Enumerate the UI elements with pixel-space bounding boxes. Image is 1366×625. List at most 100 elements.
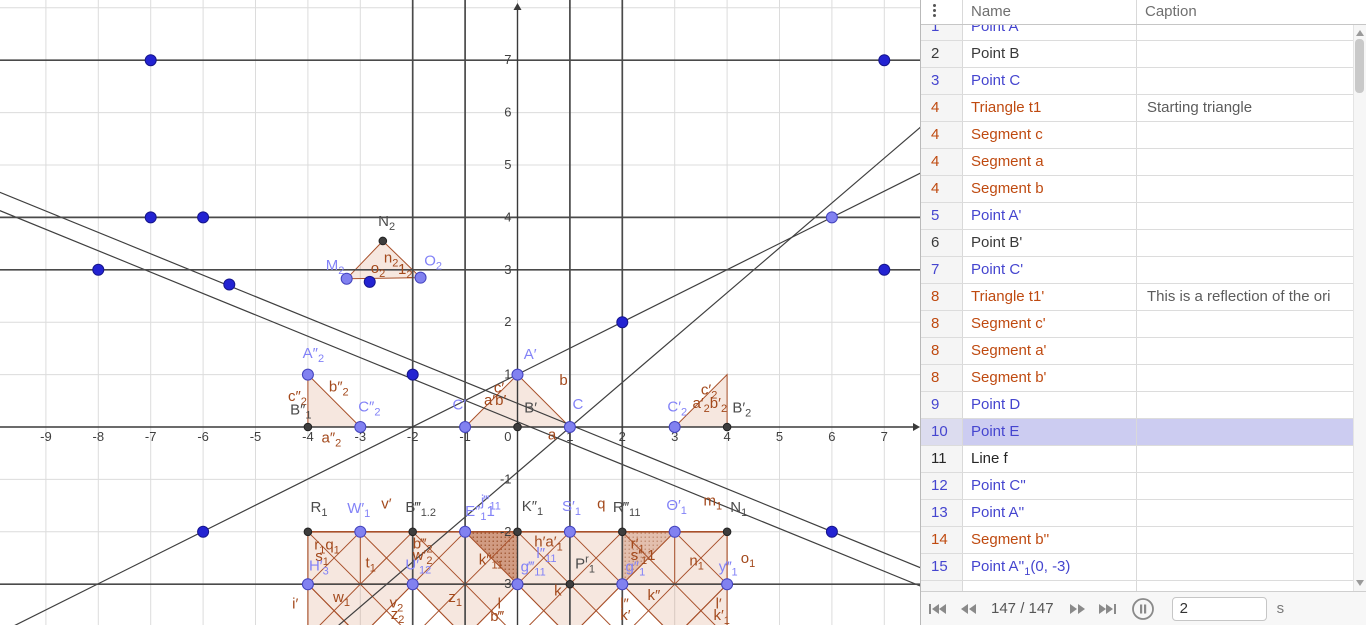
- object-name-cell[interactable]: Segment b': [963, 365, 1137, 391]
- object-caption-cell[interactable]: [1137, 230, 1366, 256]
- object-caption-cell[interactable]: [1137, 68, 1366, 94]
- row-index[interactable]: 4: [921, 149, 963, 175]
- strip-segment[interactable]: [359, 583, 402, 625]
- table-row[interactable]: 8 Segment a': [921, 338, 1366, 365]
- table-row[interactable]: 4 Segment b: [921, 176, 1366, 203]
- strip-segment[interactable]: [621, 531, 676, 585]
- object-caption-cell[interactable]: [1137, 527, 1366, 553]
- construction-line[interactable]: [338, 126, 922, 625]
- graph-point[interactable]: [92, 263, 105, 276]
- graph-point[interactable]: [513, 422, 522, 432]
- row-index[interactable]: 2: [921, 41, 963, 67]
- object-caption-cell[interactable]: [1137, 338, 1366, 364]
- strip-segment[interactable]: [371, 583, 414, 625]
- object-caption-cell[interactable]: [1137, 446, 1366, 472]
- pause-button[interactable]: [1131, 597, 1155, 620]
- graph-point[interactable]: [616, 578, 629, 591]
- scrollbar-up-arrow[interactable]: [1356, 30, 1364, 36]
- strip-segment[interactable]: [517, 583, 559, 625]
- scrollbar-thumb[interactable]: [1355, 39, 1364, 93]
- scrollbar-down-arrow[interactable]: [1356, 580, 1364, 586]
- skip-to-start-button[interactable]: [928, 601, 946, 617]
- table-row[interactable]: 7 Point C': [921, 257, 1366, 284]
- row-index[interactable]: 7: [921, 257, 963, 283]
- row-index[interactable]: 11: [921, 446, 963, 472]
- table-row[interactable]: 8 Segment c': [921, 311, 1366, 338]
- table-row[interactable]: 5 Point A': [921, 203, 1366, 230]
- strip-segment[interactable]: [464, 531, 518, 585]
- strip-segment[interactable]: [674, 531, 728, 585]
- strip-segment[interactable]: [674, 583, 716, 625]
- object-name-cell[interactable]: Point D: [963, 392, 1137, 418]
- row-index[interactable]: 10: [921, 419, 963, 445]
- graph-point[interactable]: [459, 421, 472, 433]
- graph-point[interactable]: [223, 278, 236, 291]
- step-back-button[interactable]: [960, 601, 976, 617]
- table-row[interactable]: 8 Segment b': [921, 365, 1366, 392]
- step-forward-button[interactable]: [1069, 601, 1085, 617]
- graph-point[interactable]: [197, 211, 210, 224]
- table-row[interactable]: 15 Point A''1(0, -3): [921, 554, 1366, 581]
- object-caption-cell[interactable]: [1137, 257, 1366, 283]
- graph-point[interactable]: [301, 578, 314, 591]
- object-caption-cell[interactable]: [1137, 365, 1366, 391]
- table-row[interactable]: 1 Point A: [921, 24, 1366, 41]
- graph-point[interactable]: [354, 421, 367, 433]
- row-index[interactable]: 5: [921, 203, 963, 229]
- object-name-cell[interactable]: Line f: [963, 446, 1137, 472]
- graph-point[interactable]: [197, 525, 210, 538]
- graph-point[interactable]: [301, 368, 314, 381]
- object-name-cell[interactable]: Point C'': [963, 473, 1137, 499]
- row-index[interactable]: 15: [921, 554, 963, 580]
- table-row[interactable]: 4 Triangle t1 Starting triangle: [921, 95, 1366, 122]
- object-caption-cell[interactable]: [1137, 122, 1366, 148]
- object-caption-cell[interactable]: [1137, 24, 1366, 40]
- table-row[interactable]: 6 Point B': [921, 230, 1366, 257]
- graph-point[interactable]: [406, 368, 419, 381]
- row-index[interactable]: 8: [921, 311, 963, 337]
- object-name-cell[interactable]: Point A''1(0, -3): [963, 554, 1137, 580]
- graph-point[interactable]: [668, 421, 681, 433]
- name-column-header[interactable]: Name: [963, 0, 1137, 24]
- object-caption-cell[interactable]: [1137, 203, 1366, 229]
- graph-point[interactable]: [825, 211, 838, 224]
- graph-point[interactable]: [722, 422, 732, 432]
- table-row[interactable]: 12 Point C'': [921, 473, 1366, 500]
- kebab-menu-icon[interactable]: [933, 4, 937, 19]
- graph-point[interactable]: [825, 525, 838, 538]
- table-row[interactable]: 8 Triangle t1' This is a reflection of the…: [921, 284, 1366, 311]
- object-name-cell[interactable]: Segment b'': [963, 527, 1137, 553]
- graph-point[interactable]: [144, 211, 157, 224]
- graph-point[interactable]: [354, 525, 367, 538]
- table-row[interactable]: 11 Line f: [921, 446, 1366, 473]
- strip-segment[interactable]: [517, 531, 571, 585]
- table-row[interactable]: 2 Point B: [921, 41, 1366, 68]
- graph-point[interactable]: [513, 527, 522, 537]
- graph-point[interactable]: [511, 368, 524, 381]
- strip-segment[interactable]: [412, 531, 466, 585]
- table-row[interactable]: 3 Point C: [921, 68, 1366, 95]
- graph-point[interactable]: [303, 527, 313, 537]
- object-name-cell[interactable]: Point E: [963, 419, 1137, 445]
- table-scrollbar[interactable]: [1353, 25, 1366, 591]
- strip-segment[interactable]: [569, 583, 611, 625]
- table-row[interactable]: 9 Point D: [921, 392, 1366, 419]
- graph-point[interactable]: [144, 54, 157, 67]
- graph-point[interactable]: [878, 54, 891, 67]
- graph-point[interactable]: [878, 263, 891, 276]
- table-row[interactable]: [921, 581, 1366, 592]
- row-index[interactable]: 8: [921, 284, 963, 310]
- object-caption-cell[interactable]: Starting triangle: [1147, 99, 1253, 116]
- strip-segment[interactable]: [476, 583, 518, 625]
- object-caption-cell[interactable]: [1137, 392, 1366, 418]
- graph-point[interactable]: [618, 527, 627, 537]
- strip-segment[interactable]: [424, 583, 466, 625]
- object-caption-cell[interactable]: [1137, 473, 1366, 499]
- object-name-cell[interactable]: Segment c': [963, 311, 1137, 337]
- object-name-cell[interactable]: Triangle t1': [963, 284, 1137, 310]
- row-index[interactable]: 3: [921, 68, 963, 94]
- object-name-cell[interactable]: Point B: [963, 41, 1137, 67]
- object-name-cell[interactable]: Point C: [963, 68, 1137, 94]
- graph-point[interactable]: [668, 525, 681, 538]
- object-name-cell[interactable]: Point C': [963, 257, 1137, 283]
